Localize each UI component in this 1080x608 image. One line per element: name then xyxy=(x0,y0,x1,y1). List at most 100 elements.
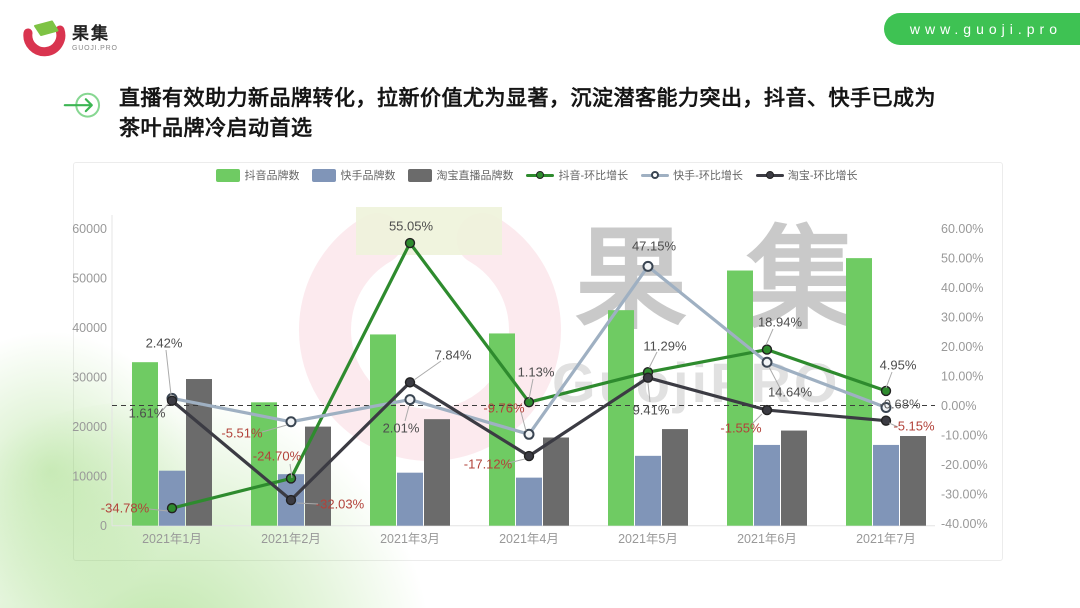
marker-抖音-环比增长-2021年3月[interactable] xyxy=(404,237,416,249)
left-axis-tick: 30000 xyxy=(72,371,107,385)
legend-label: 快手-环比增长 xyxy=(673,170,743,182)
value-label: -1.55% xyxy=(720,421,762,436)
legend-label: 快手品牌数 xyxy=(340,170,396,182)
watermark-en-text: GuojiPRO xyxy=(552,351,840,414)
value-label: 1.61% xyxy=(129,406,166,421)
bar-快手品牌数-2021年6月[interactable] xyxy=(754,444,780,526)
left-axis-tick: 50000 xyxy=(72,271,107,285)
right-axis-tick: 0.00% xyxy=(941,399,976,413)
bar-抖音品牌数-2021年7月[interactable] xyxy=(846,258,872,526)
marker-快手-环比增长-2021年7月[interactable] xyxy=(880,402,892,414)
marker-抖音-环比增长-2021年2月[interactable] xyxy=(285,473,297,484)
legend-line-swatch-icon xyxy=(526,169,555,182)
right-axis-tick: -40.00% xyxy=(941,517,988,531)
legend-item-淘宝直播品牌数[interactable]: 淘宝直播品牌数 xyxy=(408,167,513,183)
guoji-logo-icon xyxy=(23,20,66,57)
x-axis-category: 2021年6月 xyxy=(737,532,797,546)
left-axis-tick: 60000 xyxy=(72,222,107,236)
bar-抖音品牌数-2021年6月[interactable] xyxy=(727,270,753,526)
marker-淘宝-环比增长-2021年7月[interactable] xyxy=(880,415,892,426)
value-label: -5.15% xyxy=(893,419,935,434)
bar-淘宝直播品牌数-2021年4月[interactable] xyxy=(543,437,569,526)
marker-淘宝-环比增长-2021年5月[interactable] xyxy=(642,372,654,383)
marker-快手-环比增长-2021年2月[interactable] xyxy=(285,416,297,428)
legend-item-抖音-环比增长[interactable]: 抖音-环比增长 xyxy=(526,167,628,183)
value-label: -24.70% xyxy=(253,449,302,464)
value-label: 2.42% xyxy=(146,336,183,351)
value-label: -34.78% xyxy=(101,501,150,516)
legend-item-淘宝-环比增长[interactable]: 淘宝-环比增长 xyxy=(755,167,858,183)
value-label: -0.68% xyxy=(879,397,921,412)
value-label: 9.41% xyxy=(633,403,670,418)
site-url-badge[interactable]: www.guoji.pro xyxy=(883,13,1080,45)
legend-label: 抖音品牌数 xyxy=(244,170,300,182)
arrow-right-icon xyxy=(63,92,101,118)
value-label: 11.29% xyxy=(643,339,687,354)
x-axis-category: 2021年7月 xyxy=(856,532,916,546)
x-axis-category: 2021年1月 xyxy=(142,532,202,546)
marker-淘宝-环比增长-2021年4月[interactable] xyxy=(523,450,535,462)
x-axis-category: 2021年3月 xyxy=(380,532,440,546)
right-axis-tick: 60.00% xyxy=(941,222,983,236)
page-title-line1: 直播有效助力新品牌转化，拉新价值尤为显著，沉淀潜客能力突出，抖音、快手已成为 xyxy=(119,87,936,110)
bar-快手品牌数-2021年4月[interactable] xyxy=(516,477,542,526)
legend-label: 淘宝-环比增长 xyxy=(787,170,858,182)
marker-淘宝-环比增长-2021年2月[interactable] xyxy=(285,494,297,506)
left-axis-tick: 0 xyxy=(100,519,107,533)
brand-subtitle: GUOJI.PRO xyxy=(72,45,118,52)
value-label: 1.13% xyxy=(518,365,555,380)
x-axis-category: 2021年5月 xyxy=(618,532,678,546)
x-axis-category: 2021年4月 xyxy=(499,532,559,546)
bar-快手品牌数-2021年7月[interactable] xyxy=(873,444,899,526)
legend-bar-swatch-icon xyxy=(312,168,337,182)
marker-抖音-环比增长-2021年1月[interactable] xyxy=(166,502,178,514)
value-label: 4.95% xyxy=(880,358,917,373)
value-label: 18.94% xyxy=(758,315,803,330)
legend-item-抖音品牌数[interactable]: 抖音品牌数 xyxy=(216,167,299,183)
marker-淘宝-环比增长-2021年6月[interactable] xyxy=(761,404,773,416)
bar-快手品牌数-2021年5月[interactable] xyxy=(635,455,661,526)
bar-淘宝直播品牌数-2021年6月[interactable] xyxy=(781,430,807,526)
value-label: 14.64% xyxy=(768,385,813,400)
marker-快手-环比增长-2021年5月[interactable] xyxy=(642,260,654,272)
bar-快手品牌数-2021年1月[interactable] xyxy=(159,470,185,526)
bar-抖音品牌数-2021年5月[interactable] xyxy=(608,310,634,526)
marker-淘宝-环比增长-2021年1月[interactable] xyxy=(166,395,178,406)
left-axis-tick: 20000 xyxy=(72,420,107,434)
x-axis-category: 2021年2月 xyxy=(261,532,321,546)
left-axis-tick: 40000 xyxy=(72,321,107,335)
right-axis-tick: 40.00% xyxy=(941,281,983,295)
legend-bar-swatch-icon xyxy=(408,168,433,182)
marker-抖音-环比增长-2021年7月[interactable] xyxy=(880,385,892,397)
watermark-logo-leaf xyxy=(356,207,502,255)
right-axis-tick: -10.00% xyxy=(941,429,988,443)
marker-抖音-环比增长-2021年4月[interactable] xyxy=(523,396,535,408)
marker-淘宝-环比增长-2021年3月[interactable] xyxy=(404,377,416,388)
left-axis-tick: 10000 xyxy=(72,470,107,484)
right-axis-tick: 10.00% xyxy=(941,369,983,383)
legend-label: 淘宝直播品牌数 xyxy=(436,170,514,182)
value-label: -5.51% xyxy=(221,426,263,441)
chart-legend: 抖音品牌数 快手品牌数 淘宝直播品牌数 抖音-环比增长 快手-环比增长 淘宝-环比增长 xyxy=(73,167,1001,183)
legend-item-快手-环比增长[interactable]: 快手-环比增长 xyxy=(641,167,743,183)
legend-item-快手品牌数[interactable]: 快手品牌数 xyxy=(312,167,395,183)
marker-快手-环比增长-2021年4月[interactable] xyxy=(523,428,535,440)
value-label: -32.03% xyxy=(316,497,365,512)
marker-快手-环比增长-2021年6月[interactable] xyxy=(761,356,773,368)
right-axis-tick: -20.00% xyxy=(941,458,988,472)
marker-抖音-环比增长-2021年6月[interactable] xyxy=(761,344,773,355)
legend-line-swatch-icon xyxy=(641,169,670,182)
bar-淘宝直播品牌数-2021年3月[interactable] xyxy=(424,419,450,526)
bar-抖音品牌数-2021年2月[interactable] xyxy=(251,402,277,526)
marker-快手-环比增长-2021年3月[interactable] xyxy=(404,394,416,406)
value-label: 2.01% xyxy=(383,421,420,436)
brand-logo: 果集 GUOJI.PRO xyxy=(22,15,118,61)
legend-label: 抖音-环比增长 xyxy=(558,170,629,182)
bar-淘宝直播品牌数-2021年5月[interactable] xyxy=(662,429,688,526)
bar-淘宝直播品牌数-2021年7月[interactable] xyxy=(900,436,926,526)
legend-bar-swatch-icon xyxy=(216,168,241,182)
bar-快手品牌数-2021年3月[interactable] xyxy=(397,472,423,526)
right-axis-tick: 20.00% xyxy=(941,340,983,354)
